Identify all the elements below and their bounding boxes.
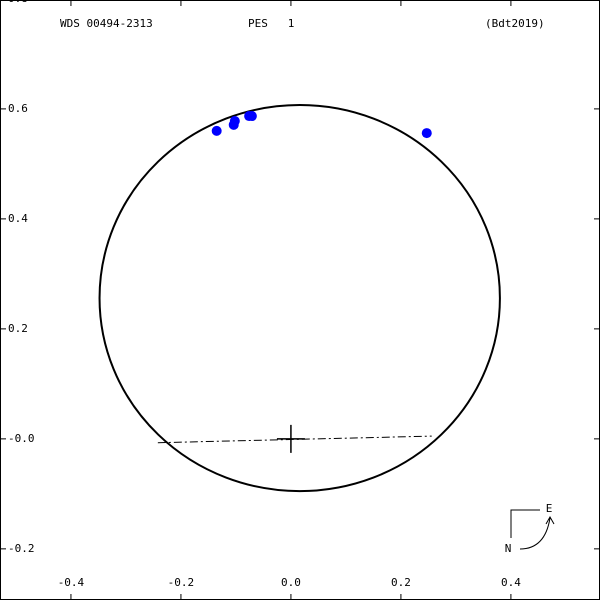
reference: (Bdt2019) [485,17,545,30]
x-tick-label: -0.4 [58,576,85,589]
compass [510,509,555,550]
discoverer: PES 1 [248,17,294,30]
orbit [98,104,501,493]
observation [211,125,222,136]
x-tick-label: 0.2 [391,576,411,589]
observation [229,115,240,126]
y-tick-label: -0.2 [8,542,35,555]
observation [246,111,257,122]
y-tick-label: 0.6 [8,102,28,115]
compass-east: E [546,502,553,515]
line-of-nodes [157,435,432,444]
compass-north: N [505,542,512,555]
y-tick-label: 0.4 [8,212,28,225]
primary-star [276,424,305,453]
y-tick-label: -0.0 [8,432,35,445]
designation: WDS 00494-2313 [60,17,153,30]
x-tick-label: 0.4 [501,576,521,589]
x-tick-label: 0.0 [281,576,301,589]
y-tick-label: 0.8 [8,0,28,5]
x-tick-label: -0.2 [168,576,195,589]
y-tick-label: 0.2 [8,322,28,335]
observation [421,128,432,139]
